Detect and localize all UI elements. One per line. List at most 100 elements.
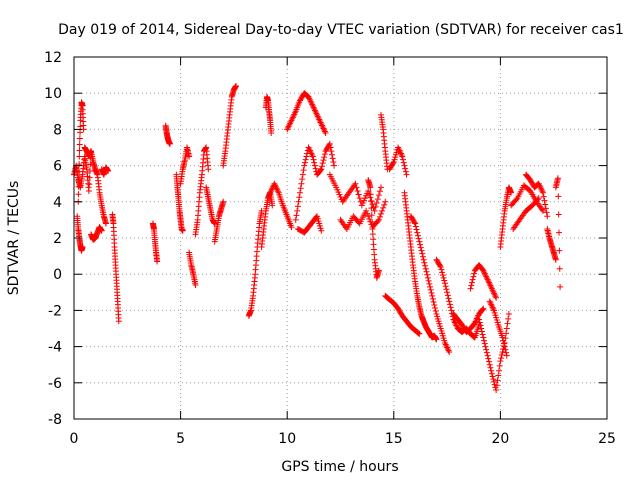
data-point	[481, 337, 488, 344]
data-point	[476, 319, 483, 326]
data-point	[319, 163, 326, 170]
data-point	[300, 167, 307, 174]
data-point	[555, 193, 562, 200]
data-point	[303, 153, 310, 160]
data-point	[294, 203, 301, 210]
data-point	[542, 205, 549, 212]
data-point	[497, 358, 504, 365]
data-point	[424, 274, 431, 281]
data-point	[412, 223, 419, 230]
data-series	[74, 213, 86, 254]
data-point	[420, 256, 427, 263]
data-point	[105, 168, 112, 175]
data-point	[166, 140, 173, 147]
data-series	[262, 93, 275, 137]
grid-lines	[74, 57, 607, 419]
data-point	[505, 315, 512, 322]
data-point	[491, 378, 498, 385]
data-series	[98, 164, 112, 178]
data-series	[186, 249, 199, 289]
data-point	[328, 151, 335, 158]
data-point	[299, 176, 306, 183]
data-series	[378, 111, 391, 173]
data-point	[233, 82, 240, 89]
data-point	[438, 266, 445, 273]
data-point	[302, 156, 309, 163]
y-tick-label: -2	[48, 303, 62, 319]
data-point	[86, 168, 93, 175]
data-point	[372, 203, 379, 210]
data-point	[179, 227, 186, 234]
data-point	[85, 187, 92, 194]
data-series	[544, 225, 559, 263]
data-point	[364, 210, 371, 217]
data-point	[380, 204, 387, 211]
data-point	[554, 175, 561, 182]
data-series	[173, 171, 186, 234]
data-series	[552, 175, 564, 290]
data-point	[544, 213, 551, 220]
data-point	[403, 171, 410, 178]
data-point	[470, 273, 477, 280]
chart-title: Day 019 of 2014, Sidereal Day-to-day VTE…	[58, 22, 624, 38]
data-point	[471, 270, 478, 277]
data-point	[416, 330, 423, 337]
data-point	[429, 295, 436, 302]
data-series	[450, 305, 487, 336]
data-point	[354, 187, 361, 194]
data-point	[421, 259, 428, 266]
data-point	[428, 289, 435, 296]
data-point	[322, 130, 329, 137]
data-point	[297, 185, 304, 192]
data-point	[418, 247, 425, 254]
data-series	[88, 224, 105, 243]
data-point	[319, 160, 326, 167]
data-point	[402, 168, 409, 175]
data-point	[513, 196, 520, 203]
data-point	[293, 212, 300, 219]
data-point	[220, 198, 227, 205]
data-series	[211, 198, 227, 245]
y-tick-label: 12	[44, 50, 62, 66]
data-point	[469, 276, 476, 283]
data-point	[331, 162, 338, 169]
data-point	[310, 156, 317, 163]
data-point	[543, 209, 550, 216]
data-point	[412, 220, 419, 227]
data-point	[427, 283, 434, 290]
data-series	[149, 220, 161, 265]
plot-frame	[73, 56, 608, 420]
data-point	[268, 130, 275, 137]
data-point	[482, 343, 489, 350]
data-point	[423, 268, 430, 275]
data-point	[503, 325, 510, 332]
data-point	[480, 334, 487, 341]
data-point	[86, 174, 93, 181]
data-point	[390, 160, 397, 167]
data-point	[75, 168, 82, 175]
data-point	[295, 198, 302, 205]
data-series	[284, 90, 329, 137]
data-point	[375, 192, 382, 199]
data-point	[376, 213, 383, 220]
y-tick-label: 0	[53, 267, 62, 283]
data-point	[367, 184, 374, 191]
y-tick-label: -8	[48, 412, 62, 428]
x-tick-label: 5	[176, 431, 185, 447]
data-point	[446, 349, 453, 356]
data-point	[411, 219, 418, 226]
data-point	[555, 211, 562, 218]
data-point	[375, 216, 382, 223]
data-point	[288, 224, 295, 231]
data-point	[365, 213, 372, 220]
data-point	[495, 372, 502, 379]
data-point	[309, 153, 316, 160]
data-point	[367, 191, 374, 198]
y-tick-label: -6	[48, 376, 62, 392]
data-point	[115, 318, 122, 325]
data-point	[192, 282, 199, 289]
data-series	[81, 144, 109, 227]
data-point	[321, 154, 328, 161]
data-point	[299, 171, 306, 178]
data-point	[365, 187, 372, 194]
